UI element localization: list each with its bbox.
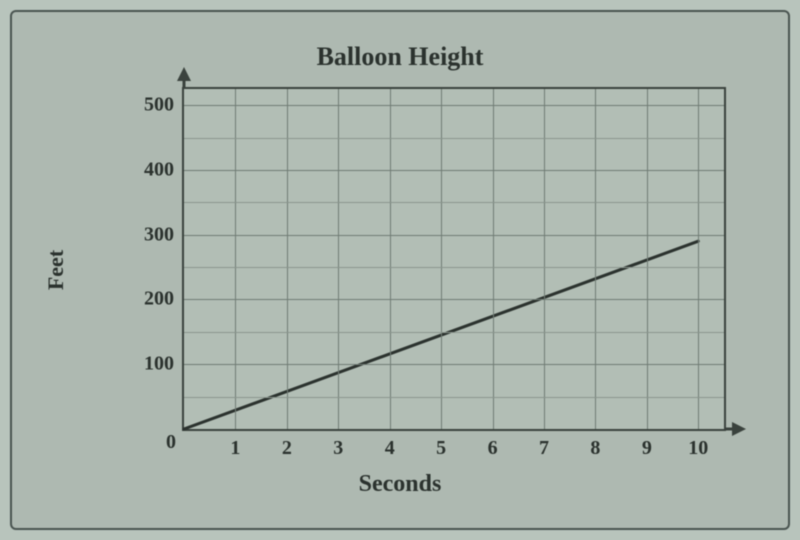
ytick-label: 100 bbox=[144, 353, 174, 376]
gridline-v bbox=[441, 89, 442, 429]
gridline-h-minor bbox=[184, 267, 724, 268]
gridline-h-minor bbox=[184, 397, 724, 398]
xtick-label: 7 bbox=[539, 437, 549, 460]
gridline-h-minor bbox=[184, 202, 724, 203]
xtick-label: 1 bbox=[230, 437, 240, 460]
gridline-h-minor bbox=[184, 138, 724, 139]
y-axis-label: Feet bbox=[43, 250, 69, 290]
xtick-label: 3 bbox=[333, 437, 343, 460]
gridline-v bbox=[595, 89, 596, 429]
xtick-label: 2 bbox=[282, 437, 292, 460]
gridline-v bbox=[647, 89, 648, 429]
gridline-h-major bbox=[184, 299, 724, 300]
gridline-h-major bbox=[184, 364, 724, 365]
gridline-v bbox=[235, 89, 236, 429]
plot-area: 0 12345678910100200300400500 bbox=[182, 87, 726, 431]
xtick-label: 10 bbox=[688, 437, 708, 460]
gridline-h-major bbox=[184, 235, 724, 236]
xtick-label: 4 bbox=[385, 437, 395, 460]
gridline-h-major bbox=[184, 170, 724, 171]
xtick-label: 6 bbox=[488, 437, 498, 460]
gridline-v bbox=[493, 89, 494, 429]
xtick-label: 8 bbox=[590, 437, 600, 460]
gridline-h-minor bbox=[184, 332, 724, 333]
ytick-label: 400 bbox=[144, 158, 174, 181]
chart-frame: Balloon Height Feet Seconds 0 1234567891… bbox=[10, 10, 790, 530]
x-axis-label: Seconds bbox=[12, 471, 788, 498]
ytick-label: 200 bbox=[144, 288, 174, 311]
gridline-v bbox=[390, 89, 391, 429]
origin-label: 0 bbox=[166, 431, 176, 454]
xtick-label: 5 bbox=[436, 437, 446, 460]
gridline-v bbox=[698, 89, 699, 429]
gridline-h-major bbox=[184, 105, 724, 106]
ytick-label: 500 bbox=[144, 94, 174, 117]
gridline-v bbox=[287, 89, 288, 429]
gridline-v bbox=[338, 89, 339, 429]
xtick-label: 9 bbox=[642, 437, 652, 460]
x-axis-arrow-icon bbox=[732, 422, 746, 436]
gridline-v bbox=[544, 89, 545, 429]
chart-svg bbox=[184, 89, 724, 429]
chart-title: Balloon Height bbox=[12, 42, 788, 72]
ytick-label: 300 bbox=[144, 223, 174, 246]
